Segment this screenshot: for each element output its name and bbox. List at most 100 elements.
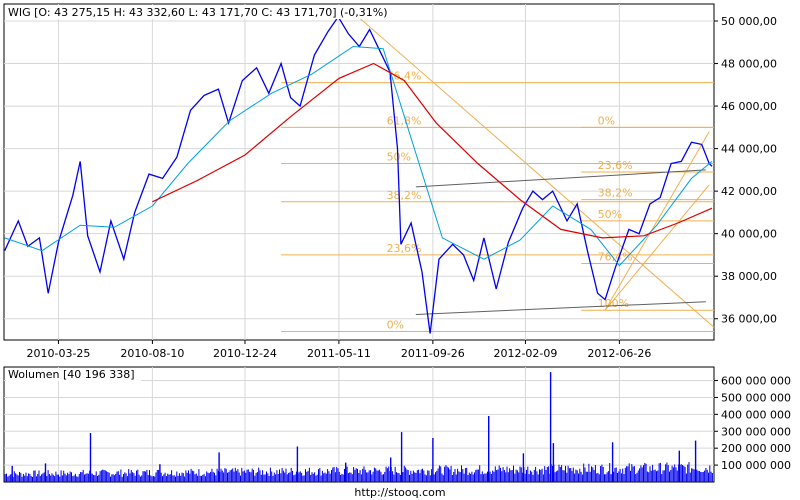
volume-bar: [360, 474, 362, 482]
fibonacci-fan-line: [604, 184, 710, 311]
volume-tick-label: 400 000 000: [721, 408, 791, 421]
volume-bar: [396, 472, 397, 482]
volume-bar: [254, 475, 256, 482]
volume-bar: [354, 469, 356, 482]
fibonacci-label: 50%: [387, 150, 411, 163]
volume-bar: [466, 467, 468, 482]
volume-bar: [384, 471, 386, 482]
volume-bar: [215, 475, 217, 482]
volume-bar: [129, 473, 131, 482]
volume-bar: [329, 473, 331, 482]
volume-bar: [368, 470, 370, 482]
volume-bar: [150, 475, 152, 482]
volume-bar: [654, 469, 656, 482]
volume-bar: [683, 465, 685, 482]
volume-bar: [411, 473, 413, 482]
volume-bar: [446, 466, 448, 482]
volume-bar: [211, 468, 213, 482]
volume-bar: [71, 472, 72, 482]
volume-bar: [246, 469, 248, 482]
volume-bar: [173, 475, 175, 482]
volume-bar: [84, 474, 85, 482]
volume-bar: [572, 467, 574, 482]
volume-bar: [253, 469, 254, 482]
volume-bar: [333, 466, 335, 482]
volume-bar: [167, 473, 169, 482]
volume-bar: [308, 467, 310, 482]
volume-bar: [500, 467, 501, 482]
volume-bar: [216, 468, 218, 482]
volume-bar: [19, 471, 20, 482]
volume-bar: [208, 473, 210, 482]
volume-bar: [120, 469, 122, 482]
volume-bar: [637, 470, 639, 482]
volume-bar: [136, 470, 137, 482]
volume-bar: [240, 475, 241, 482]
volume-bar: [42, 473, 44, 482]
volume-bar: [605, 474, 607, 482]
volume-bar: [345, 462, 347, 482]
volume-bar: [275, 474, 277, 482]
volume-bar: [189, 473, 191, 482]
volume-bar: [58, 474, 59, 482]
volume-bar: [476, 469, 478, 482]
volume-bar: [636, 472, 638, 482]
volume-bar: [650, 470, 652, 482]
volume-bar: [545, 470, 547, 482]
volume-bar: [535, 466, 537, 482]
volume-bar: [674, 464, 676, 482]
volume-tick-label: 600 000 000: [721, 375, 791, 388]
volume-bar: [370, 470, 371, 482]
volume-bar: [35, 476, 37, 482]
volume-bar: [427, 470, 429, 482]
volume-bar: [269, 467, 271, 482]
volume-bar: [567, 465, 569, 482]
volume-bar: [141, 475, 143, 482]
fibonacci-label: 76,4%: [387, 70, 422, 83]
volume-bar: [579, 468, 581, 482]
volume-bar: [449, 469, 451, 482]
volume-bar: [97, 476, 98, 482]
volume-bar: [334, 472, 336, 482]
x-tick-label: 2011-09-26: [401, 347, 465, 360]
volume-bar: [483, 474, 485, 482]
volume-bar: [104, 470, 106, 482]
volume-bar: [43, 472, 45, 482]
volume-bar: [155, 472, 157, 482]
volume-bar: [643, 465, 644, 482]
volume-bar: [177, 475, 179, 482]
volume-bar: [675, 467, 677, 482]
volume-bar: [652, 464, 654, 482]
volume-bar: [247, 469, 249, 482]
volume-bar: [488, 416, 490, 482]
volume-tick-label: 300 000 000: [721, 425, 791, 438]
volume-bar: [576, 470, 578, 482]
volume-bar: [462, 469, 464, 482]
volume-bar: [293, 475, 295, 482]
volume-bar: [112, 474, 114, 482]
fibonacci-label: 0%: [387, 318, 404, 331]
volume-bar: [4, 474, 6, 482]
volume-bar: [662, 470, 664, 482]
volume-bar: [597, 472, 599, 482]
volume-bar: [292, 470, 293, 482]
volume-bar: [358, 473, 360, 482]
volume-bar: [303, 475, 305, 482]
volume-bar: [524, 473, 526, 482]
volume-bar: [574, 473, 576, 482]
volume-bar: [34, 470, 36, 482]
volume-bar: [541, 468, 543, 482]
volume-bar: [676, 470, 678, 482]
volume-bar: [234, 467, 236, 482]
x-axis-labels: 2010-03-25 2010-08-10 2010-12-24 2011-05-11…: [26, 340, 651, 360]
volume-bar: [81, 472, 83, 482]
volume-bar: [17, 475, 19, 482]
volume-bar: [461, 465, 462, 482]
volume-bar: [115, 473, 117, 482]
volume-bar: [310, 474, 312, 482]
volume-bar: [416, 470, 418, 482]
volume-bar: [666, 462, 668, 482]
volume-bar: [436, 470, 438, 482]
volume-bar: [708, 472, 709, 482]
volume-bar: [299, 471, 301, 482]
